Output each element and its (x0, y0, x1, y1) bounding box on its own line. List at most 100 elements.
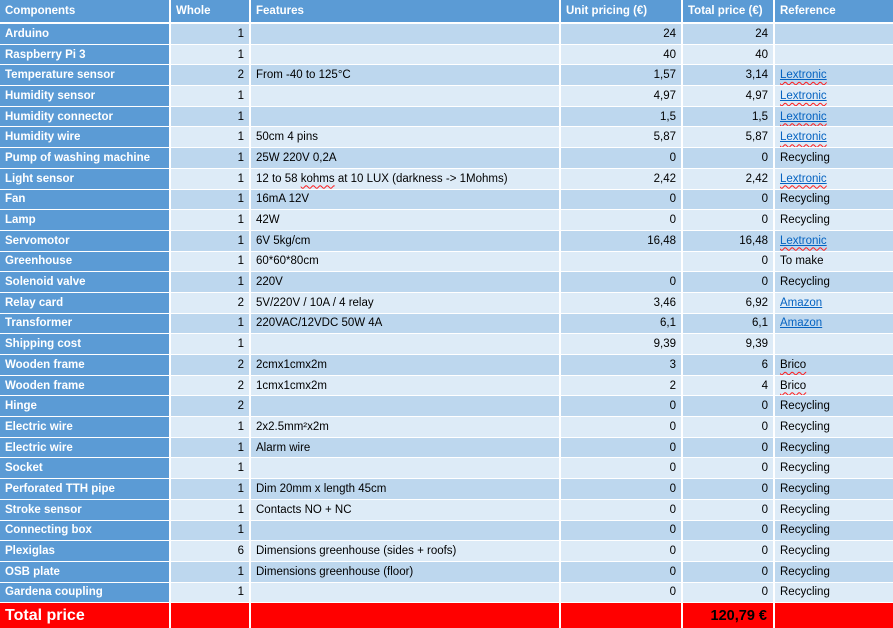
reference-link[interactable]: Lextronic (780, 173, 827, 185)
reference-cell[interactable]: Recycling (775, 437, 893, 459)
unit-pricing-cell[interactable]: 24 (561, 24, 683, 45)
features-cell[interactable]: 60*60*80cm (251, 251, 561, 273)
total-row-unit-cell[interactable] (561, 603, 683, 628)
total-price-cell[interactable]: 0 (683, 210, 775, 231)
unit-pricing-cell[interactable]: 1,57 (561, 65, 683, 87)
unit-pricing-cell[interactable]: 0 (561, 499, 683, 521)
reference-cell[interactable]: Recycling (775, 541, 893, 562)
whole-cell[interactable]: 1 (171, 210, 251, 231)
column-header-features[interactable]: Features (251, 0, 561, 24)
features-cell[interactable]: 50cm 4 pins (251, 127, 561, 149)
features-cell[interactable] (251, 24, 561, 45)
total-price-cell[interactable]: 6,1 (683, 313, 775, 335)
features-cell[interactable]: 42W (251, 210, 561, 231)
total-price-cell[interactable]: 4,97 (683, 86, 775, 107)
reference-link[interactable]: Lextronic (780, 69, 827, 81)
reference-cell[interactable]: Lextronic (775, 127, 893, 149)
unit-pricing-cell[interactable]: 0 (561, 272, 683, 293)
component-cell[interactable]: Fan (0, 189, 171, 211)
unit-pricing-cell[interactable]: 0 (561, 479, 683, 500)
whole-cell[interactable]: 2 (171, 396, 251, 418)
unit-pricing-cell[interactable]: 9,39 (561, 334, 683, 355)
column-header-whole[interactable]: Whole (171, 0, 251, 24)
whole-cell[interactable]: 1 (171, 230, 251, 252)
reference-cell[interactable] (775, 44, 893, 66)
total-price-cell[interactable]: 6 (683, 355, 775, 376)
column-header-total-price[interactable]: Total price (€) (683, 0, 775, 24)
total-price-cell[interactable]: 0 (683, 417, 775, 438)
unit-pricing-cell[interactable]: 0 (561, 458, 683, 480)
total-price-cell[interactable]: 0 (683, 251, 775, 273)
features-cell[interactable]: 12 to 58 kohms at 10 LUX (darkness -> 1M… (251, 168, 561, 190)
whole-cell[interactable]: 2 (171, 292, 251, 314)
features-cell[interactable]: 5V/220V / 10A / 4 relay (251, 292, 561, 314)
total-price-cell[interactable]: 1,5 (683, 106, 775, 128)
component-cell[interactable]: Transformer (0, 313, 171, 335)
reference-cell[interactable]: Lextronic (775, 106, 893, 128)
reference-cell[interactable]: Brico (775, 355, 893, 376)
total-row-features-cell[interactable] (251, 603, 561, 628)
total-price-cell[interactable]: 16,48 (683, 230, 775, 252)
component-cell[interactable]: Pump of washing machine (0, 148, 171, 169)
features-cell[interactable] (251, 44, 561, 66)
reference-cell[interactable]: Amazon (775, 292, 893, 314)
component-cell[interactable]: Temperature sensor (0, 65, 171, 87)
whole-cell[interactable]: 1 (171, 458, 251, 480)
features-cell[interactable]: 2cmx1cmx2m (251, 355, 561, 376)
total-price-cell[interactable]: 0 (683, 541, 775, 562)
component-cell[interactable]: Socket (0, 458, 171, 480)
total-row-reference-cell[interactable] (775, 603, 893, 628)
component-cell[interactable]: Solenoid valve (0, 272, 171, 293)
reference-cell[interactable] (775, 334, 893, 355)
component-cell[interactable]: Electric wire (0, 417, 171, 438)
component-cell[interactable]: Perforated TTH pipe (0, 479, 171, 500)
unit-pricing-cell[interactable]: 2 (561, 375, 683, 397)
total-price-cell[interactable]: 0 (683, 272, 775, 293)
whole-cell[interactable]: 2 (171, 355, 251, 376)
reference-link[interactable]: Lextronic (780, 90, 827, 102)
unit-pricing-cell[interactable]: 6,1 (561, 313, 683, 335)
unit-pricing-cell[interactable]: 3,46 (561, 292, 683, 314)
unit-pricing-cell[interactable]: 0 (561, 561, 683, 583)
component-cell[interactable]: Electric wire (0, 437, 171, 459)
unit-pricing-cell[interactable]: 16,48 (561, 230, 683, 252)
reference-cell[interactable]: To make (775, 251, 893, 273)
reference-cell[interactable]: Recycling (775, 272, 893, 293)
total-price-cell[interactable]: 3,14 (683, 65, 775, 87)
total-price-cell[interactable]: 0 (683, 458, 775, 480)
whole-cell[interactable]: 1 (171, 127, 251, 149)
features-cell[interactable] (251, 520, 561, 542)
total-price-cell[interactable]: 0 (683, 396, 775, 418)
whole-cell[interactable]: 1 (171, 251, 251, 273)
whole-cell[interactable]: 1 (171, 106, 251, 128)
total-price-cell[interactable]: 9,39 (683, 334, 775, 355)
component-cell[interactable]: Shipping cost (0, 334, 171, 355)
features-cell[interactable]: Dimensions greenhouse (floor) (251, 561, 561, 583)
component-cell[interactable]: OSB plate (0, 561, 171, 583)
column-header-reference[interactable]: Reference (775, 0, 893, 24)
reference-link[interactable]: Amazon (780, 317, 822, 329)
unit-pricing-cell[interactable]: 0 (561, 417, 683, 438)
reference-link[interactable]: Lextronic (780, 235, 827, 247)
total-price-cell[interactable]: 0 (683, 499, 775, 521)
features-cell[interactable] (251, 396, 561, 418)
whole-cell[interactable]: 6 (171, 541, 251, 562)
total-price-cell[interactable]: 2,42 (683, 168, 775, 190)
whole-cell[interactable]: 1 (171, 168, 251, 190)
whole-cell[interactable]: 2 (171, 375, 251, 397)
component-cell[interactable]: Wooden frame (0, 375, 171, 397)
reference-cell[interactable]: Amazon (775, 313, 893, 335)
column-header-components[interactable]: Components (0, 0, 171, 24)
whole-cell[interactable]: 1 (171, 148, 251, 169)
whole-cell[interactable]: 1 (171, 561, 251, 583)
features-cell[interactable] (251, 334, 561, 355)
total-price-label[interactable]: Total price (0, 603, 171, 628)
reference-link[interactable]: Lextronic (780, 131, 827, 143)
reference-cell[interactable]: Recycling (775, 582, 893, 604)
features-cell[interactable]: 1cmx1cmx2m (251, 375, 561, 397)
reference-cell[interactable]: Recycling (775, 148, 893, 169)
features-cell[interactable]: 2x2.5mm²x2m (251, 417, 561, 438)
unit-pricing-cell[interactable]: 0 (561, 541, 683, 562)
unit-pricing-cell[interactable]: 3 (561, 355, 683, 376)
total-price-cell[interactable]: 24 (683, 24, 775, 45)
